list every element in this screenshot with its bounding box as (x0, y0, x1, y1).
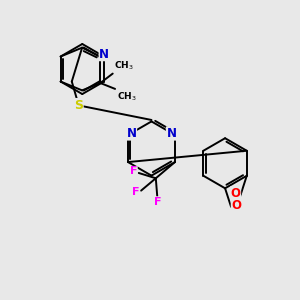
Text: F: F (132, 187, 140, 197)
Text: F: F (154, 197, 162, 207)
Text: CH$_3$: CH$_3$ (114, 60, 134, 72)
Text: N: N (167, 127, 176, 140)
Text: CH$_3$: CH$_3$ (116, 90, 136, 103)
Text: O: O (231, 187, 241, 200)
Text: N: N (127, 127, 136, 140)
Text: O: O (231, 200, 241, 212)
Text: N: N (99, 48, 109, 61)
Text: F: F (130, 167, 137, 176)
Text: S: S (74, 99, 83, 112)
